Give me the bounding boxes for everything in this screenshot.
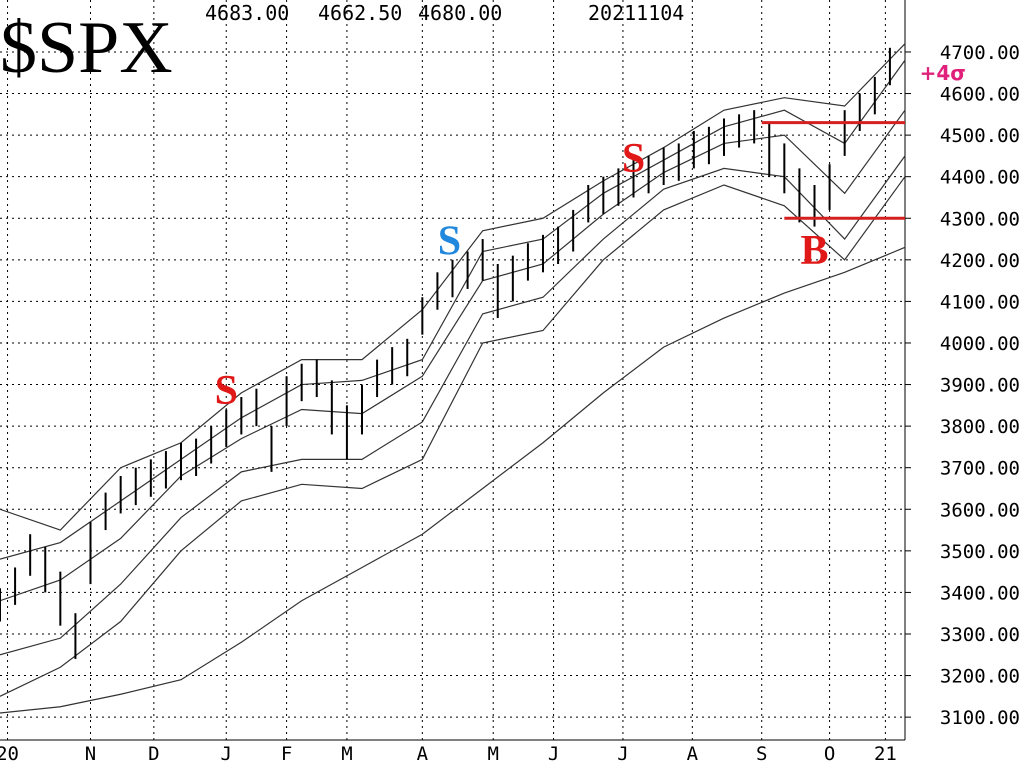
y-tick-label: 4700.00 <box>940 42 1020 64</box>
x-tick-label: J <box>617 743 628 765</box>
y-tick-label: 4300.00 <box>940 208 1020 230</box>
y-tick-label: 4100.00 <box>940 291 1020 313</box>
x-tick-label: M <box>487 743 498 765</box>
annotation: S <box>215 368 238 414</box>
x-tick-label: J <box>548 743 559 765</box>
x-tick-label: M <box>341 743 352 765</box>
y-tick-label: 3900.00 <box>940 375 1020 397</box>
annotation: +4σ <box>920 61 966 85</box>
header-value: 4680.00 <box>418 1 502 25</box>
x-tick-label: N <box>85 743 96 765</box>
y-tick-label: 4000.00 <box>940 333 1020 355</box>
x-tick-label: F <box>281 743 292 765</box>
x-tick-label: J <box>221 743 232 765</box>
x-tick-label: 21 <box>874 743 897 765</box>
y-tick-label: 4500.00 <box>940 125 1020 147</box>
y-tick-label: 3200.00 <box>940 666 1020 688</box>
y-tick-label: 3800.00 <box>940 416 1020 438</box>
annotation: S <box>438 218 461 264</box>
y-tick-label: 3700.00 <box>940 458 1020 480</box>
y-tick-label: 3100.00 <box>940 707 1020 729</box>
x-tick-label: O <box>824 743 835 765</box>
x-tick-label: A <box>417 743 429 765</box>
y-tick-label: 3500.00 <box>940 541 1020 563</box>
header-value: 4683.00 <box>205 1 289 25</box>
header-value: 4662.50 <box>318 1 402 25</box>
y-tick-label: 3300.00 <box>940 624 1020 646</box>
y-tick-label: 4400.00 <box>940 167 1020 189</box>
band-line <box>0 176 906 697</box>
header-value: 20211104 <box>588 1 684 25</box>
x-tick-label: A <box>687 743 699 765</box>
band-line <box>0 246 906 714</box>
annotation: B <box>800 228 828 274</box>
y-tick-label: 4200.00 <box>940 250 1020 272</box>
x-tick-label: S <box>756 743 767 765</box>
y-tick-label: 3400.00 <box>940 582 1020 604</box>
y-tick-label: 4600.00 <box>940 84 1020 106</box>
y-tick-label: 3600.00 <box>940 499 1020 521</box>
annotation: S <box>622 136 645 182</box>
x-tick-label: 20 <box>0 743 19 765</box>
chart-title: $SPX <box>0 7 173 89</box>
band-line <box>0 155 906 656</box>
x-tick-label: D <box>148 743 159 765</box>
